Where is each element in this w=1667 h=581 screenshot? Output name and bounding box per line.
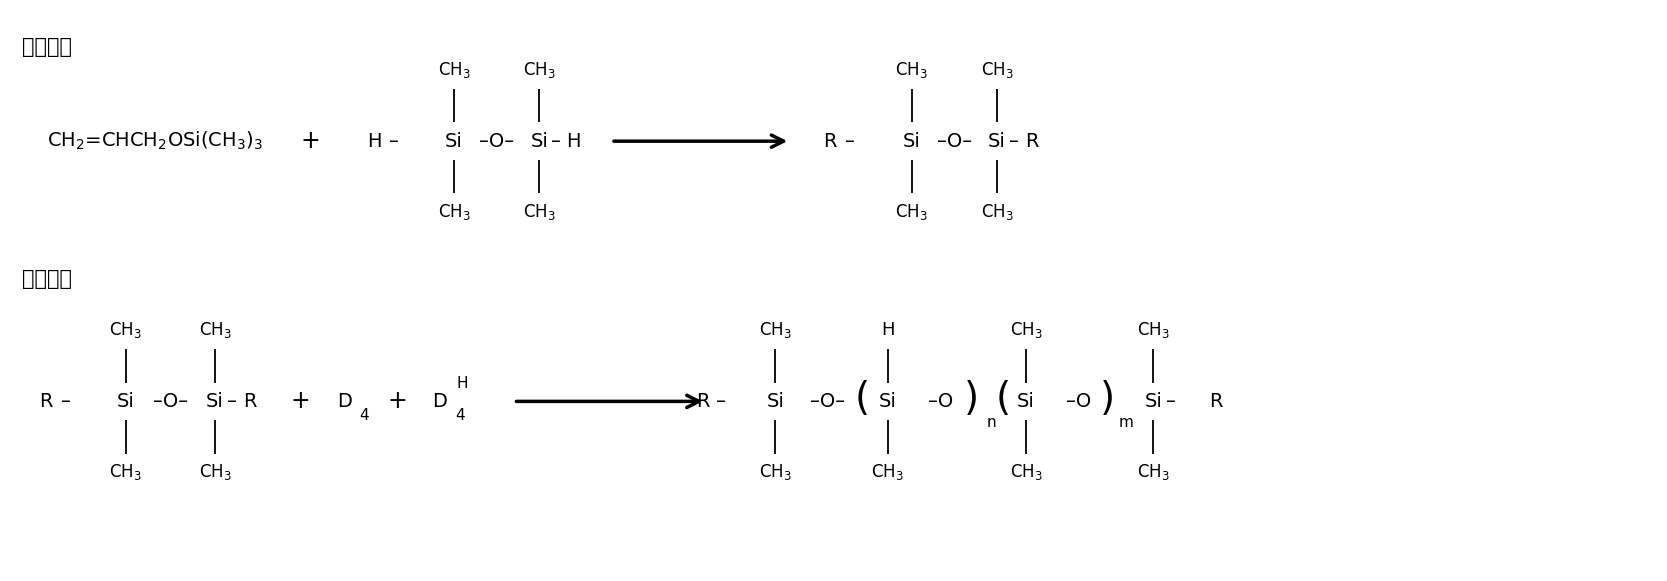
Text: CH$_3$: CH$_3$	[198, 462, 232, 482]
Text: CH$_3$: CH$_3$	[980, 60, 1014, 80]
Text: –O–: –O–	[153, 392, 188, 411]
Text: CH$_3$: CH$_3$	[523, 60, 555, 80]
Text: H: H	[367, 132, 382, 150]
Text: CH$_2$=CHCH$_2$OSi(CH$_3$)$_3$: CH$_2$=CHCH$_2$OSi(CH$_3$)$_3$	[47, 130, 263, 152]
Text: 4: 4	[360, 408, 368, 423]
Text: –: –	[715, 392, 725, 411]
Text: H: H	[567, 132, 580, 150]
Text: –: –	[390, 132, 398, 150]
Text: H: H	[880, 321, 895, 339]
Text: R: R	[823, 132, 837, 150]
Text: CH$_3$: CH$_3$	[758, 320, 792, 340]
Text: +: +	[290, 389, 310, 414]
Text: CH$_3$: CH$_3$	[1010, 462, 1042, 482]
Text: CH$_3$: CH$_3$	[523, 202, 555, 222]
Text: CH$_3$: CH$_3$	[980, 202, 1014, 222]
Text: m: m	[1119, 415, 1134, 429]
Text: 硅氢加成: 硅氢加成	[22, 37, 72, 56]
Text: CH$_3$: CH$_3$	[895, 60, 929, 80]
Text: D: D	[432, 392, 447, 411]
Text: ): )	[1100, 381, 1115, 418]
Text: CH$_3$: CH$_3$	[872, 462, 904, 482]
Text: D: D	[337, 392, 352, 411]
Text: Si: Si	[767, 392, 783, 411]
Text: (: (	[995, 381, 1010, 418]
Text: Si: Si	[530, 132, 548, 150]
Text: CH$_3$: CH$_3$	[108, 462, 142, 482]
Text: Si: Si	[989, 132, 1007, 150]
Text: Si: Si	[879, 392, 897, 411]
Text: CH$_3$: CH$_3$	[758, 462, 792, 482]
Text: CH$_3$: CH$_3$	[198, 320, 232, 340]
Text: –O–: –O–	[478, 132, 513, 150]
Text: –: –	[845, 132, 855, 150]
Text: CH$_3$: CH$_3$	[437, 202, 470, 222]
Text: –O: –O	[929, 392, 954, 411]
Text: CH$_3$: CH$_3$	[895, 202, 929, 222]
Text: 平衡反应: 平衡反应	[22, 269, 72, 289]
Text: R: R	[1025, 132, 1039, 150]
Text: R: R	[695, 392, 710, 411]
Text: Si: Si	[902, 132, 920, 150]
Text: –: –	[1167, 392, 1177, 411]
Text: +: +	[300, 129, 320, 153]
Text: –O–: –O–	[937, 132, 972, 150]
Text: H: H	[457, 376, 468, 391]
Text: CH$_3$: CH$_3$	[1010, 320, 1042, 340]
Text: –: –	[552, 132, 562, 150]
Text: 4: 4	[455, 408, 465, 423]
Text: –O–: –O–	[810, 392, 845, 411]
Text: R: R	[1209, 392, 1224, 411]
Text: ): )	[964, 381, 979, 418]
Text: R: R	[40, 392, 53, 411]
Text: +: +	[387, 389, 407, 414]
Text: Si: Si	[1017, 392, 1035, 411]
Text: –: –	[227, 392, 237, 411]
Text: Si: Si	[117, 392, 135, 411]
Text: –O: –O	[1067, 392, 1092, 411]
Text: (: (	[854, 381, 870, 418]
Text: CH$_3$: CH$_3$	[437, 60, 470, 80]
Text: Si: Si	[1145, 392, 1162, 411]
Text: CH$_3$: CH$_3$	[1137, 320, 1170, 340]
Text: R: R	[243, 392, 257, 411]
Text: Si: Si	[207, 392, 223, 411]
Text: –: –	[1009, 132, 1019, 150]
Text: Si: Si	[445, 132, 463, 150]
Text: CH$_3$: CH$_3$	[1137, 462, 1170, 482]
Text: n: n	[987, 415, 995, 429]
Text: CH$_3$: CH$_3$	[108, 320, 142, 340]
Text: –: –	[62, 392, 70, 411]
